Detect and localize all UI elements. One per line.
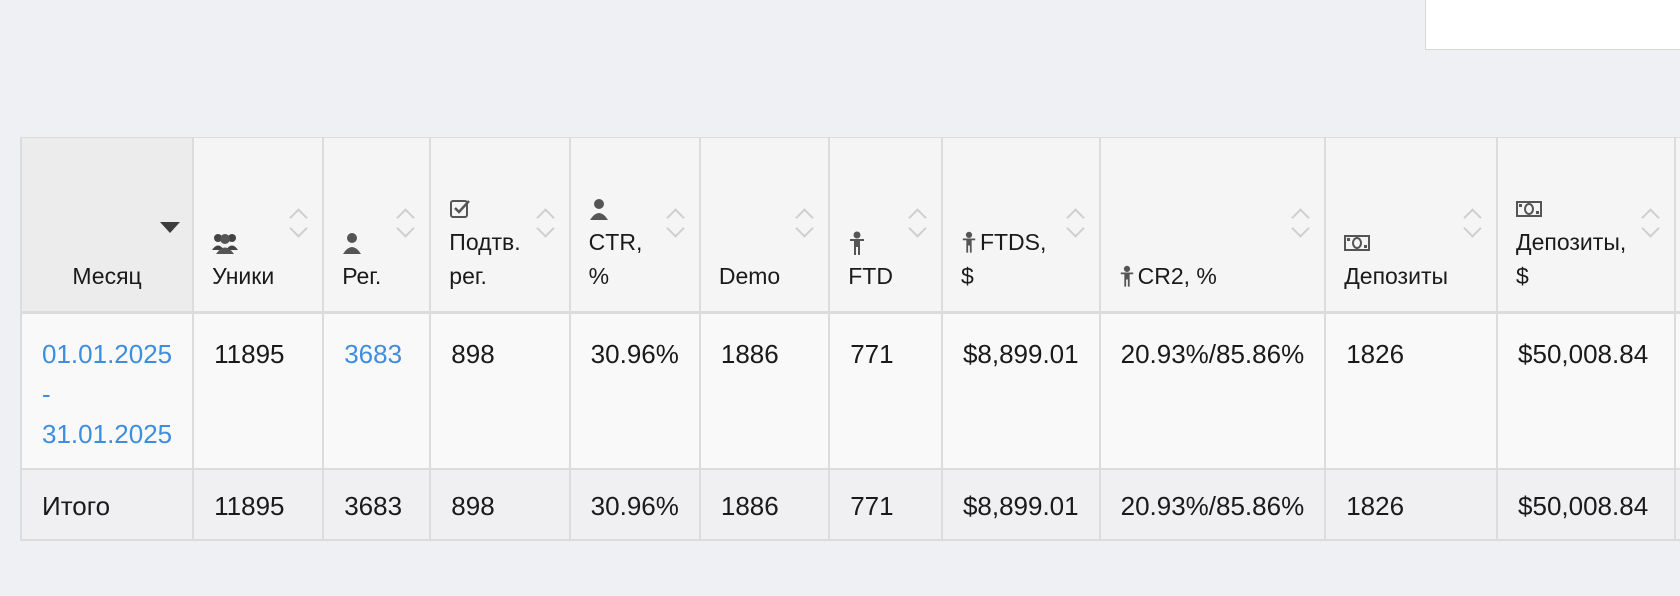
cell-ftds: $8,899.01	[941, 312, 1101, 470]
total-ftds: $8,899.01	[941, 469, 1101, 539]
cell-ctr: 30.96%	[569, 312, 701, 470]
cell-deposits: 1826	[1325, 312, 1499, 470]
sort-icon	[907, 208, 927, 238]
cell-demo: 1886	[699, 312, 831, 470]
col-header-next	[1675, 138, 1680, 314]
total-confirmed-reg: 898	[430, 469, 571, 539]
total-ftd: 771	[829, 469, 943, 539]
cell-deposits-amount: $50,008.84	[1497, 312, 1677, 470]
col-header-registrations[interactable]: Рег.	[323, 138, 432, 314]
col-header-demo[interactable]: Demo	[699, 138, 831, 314]
person-icon	[848, 225, 893, 259]
col-header-ftd[interactable]: FTD	[829, 138, 943, 314]
col-label: CR2, %	[1137, 262, 1217, 289]
col-header-uniques[interactable]: Уники	[193, 138, 325, 314]
col-label: Депозиты	[1344, 262, 1449, 289]
cell-period: 01.01.2025 - 31.01.2025	[22, 312, 195, 470]
user-icon	[342, 225, 381, 259]
col-label: Подтв. рег.	[449, 228, 521, 289]
header-row: Месяц Уники Рег. Под	[22, 138, 1680, 314]
total-uniques: 11895	[193, 469, 325, 539]
user-icon	[589, 191, 651, 225]
sort-icon	[535, 208, 555, 238]
stats-table-container: Месяц Уники Рег. Под	[20, 137, 1680, 541]
total-ctr: 30.96%	[569, 469, 701, 539]
col-label: CTR, %	[588, 228, 643, 289]
cell-uniques: 11895	[193, 312, 325, 470]
total-next	[1675, 469, 1680, 539]
sort-icon	[665, 208, 685, 238]
total-registrations: 3683	[323, 469, 432, 539]
registrations-link[interactable]: 3683	[344, 338, 403, 369]
users-icon	[212, 225, 274, 259]
cell-confirmed-reg: 898	[430, 312, 571, 470]
total-label: Итого	[22, 469, 195, 539]
money-icon	[1344, 225, 1448, 259]
table-row: 01.01.2025 - 31.01.2025 11895 3683 898 3…	[22, 312, 1680, 470]
sort-icon	[395, 208, 415, 238]
col-label: Депозиты, $	[1516, 228, 1627, 289]
person-icon	[1119, 263, 1138, 289]
col-header-deposits[interactable]: Депозиты	[1325, 138, 1499, 314]
sort-icon	[288, 208, 308, 238]
col-label: FTDS, $	[960, 228, 1047, 289]
col-label: Уники	[212, 262, 275, 289]
money-icon	[1516, 191, 1626, 225]
col-label: Demo	[718, 262, 781, 289]
person-icon	[961, 229, 980, 255]
checkbox-icon	[449, 191, 520, 225]
sort-desc-icon	[160, 222, 181, 233]
col-header-cr2[interactable]: CR2, %	[1099, 138, 1327, 314]
col-header-deposits-amount[interactable]: Депозиты, $	[1497, 138, 1677, 314]
period-link[interactable]: 01.01.2025 - 31.01.2025	[42, 338, 173, 449]
sort-icon	[794, 208, 814, 238]
top-right-input-box[interactable]	[1425, 0, 1680, 50]
cell-registrations: 3683	[323, 312, 432, 470]
col-header-ctr[interactable]: CTR, %	[569, 138, 701, 314]
stats-table: Месяц Уники Рег. Под	[22, 138, 1680, 539]
col-label: Рег.	[342, 262, 382, 289]
cell-next	[1675, 312, 1680, 470]
total-row: Итого 11895 3683 898 30.96% 1886 771 $8,…	[22, 469, 1680, 539]
total-demo: 1886	[699, 469, 831, 539]
sort-icon	[1290, 208, 1310, 238]
sort-icon	[1462, 208, 1482, 238]
sort-icon	[1640, 208, 1660, 238]
cell-cr2: 20.93%/85.86%	[1099, 312, 1327, 470]
sort-icon	[1065, 208, 1085, 238]
col-label: FTD	[848, 262, 893, 289]
col-header-confirmed-reg[interactable]: Подтв. рег.	[430, 138, 571, 314]
total-cr2: 20.93%/85.86%	[1099, 469, 1327, 539]
total-deposits: 1826	[1325, 469, 1499, 539]
col-label: Месяц	[72, 262, 142, 289]
col-header-ftds[interactable]: FTDS, $	[941, 138, 1101, 314]
col-header-month[interactable]: Месяц	[22, 138, 195, 314]
cell-ftd: 771	[829, 312, 943, 470]
total-deposits-amount: $50,008.84	[1497, 469, 1677, 539]
